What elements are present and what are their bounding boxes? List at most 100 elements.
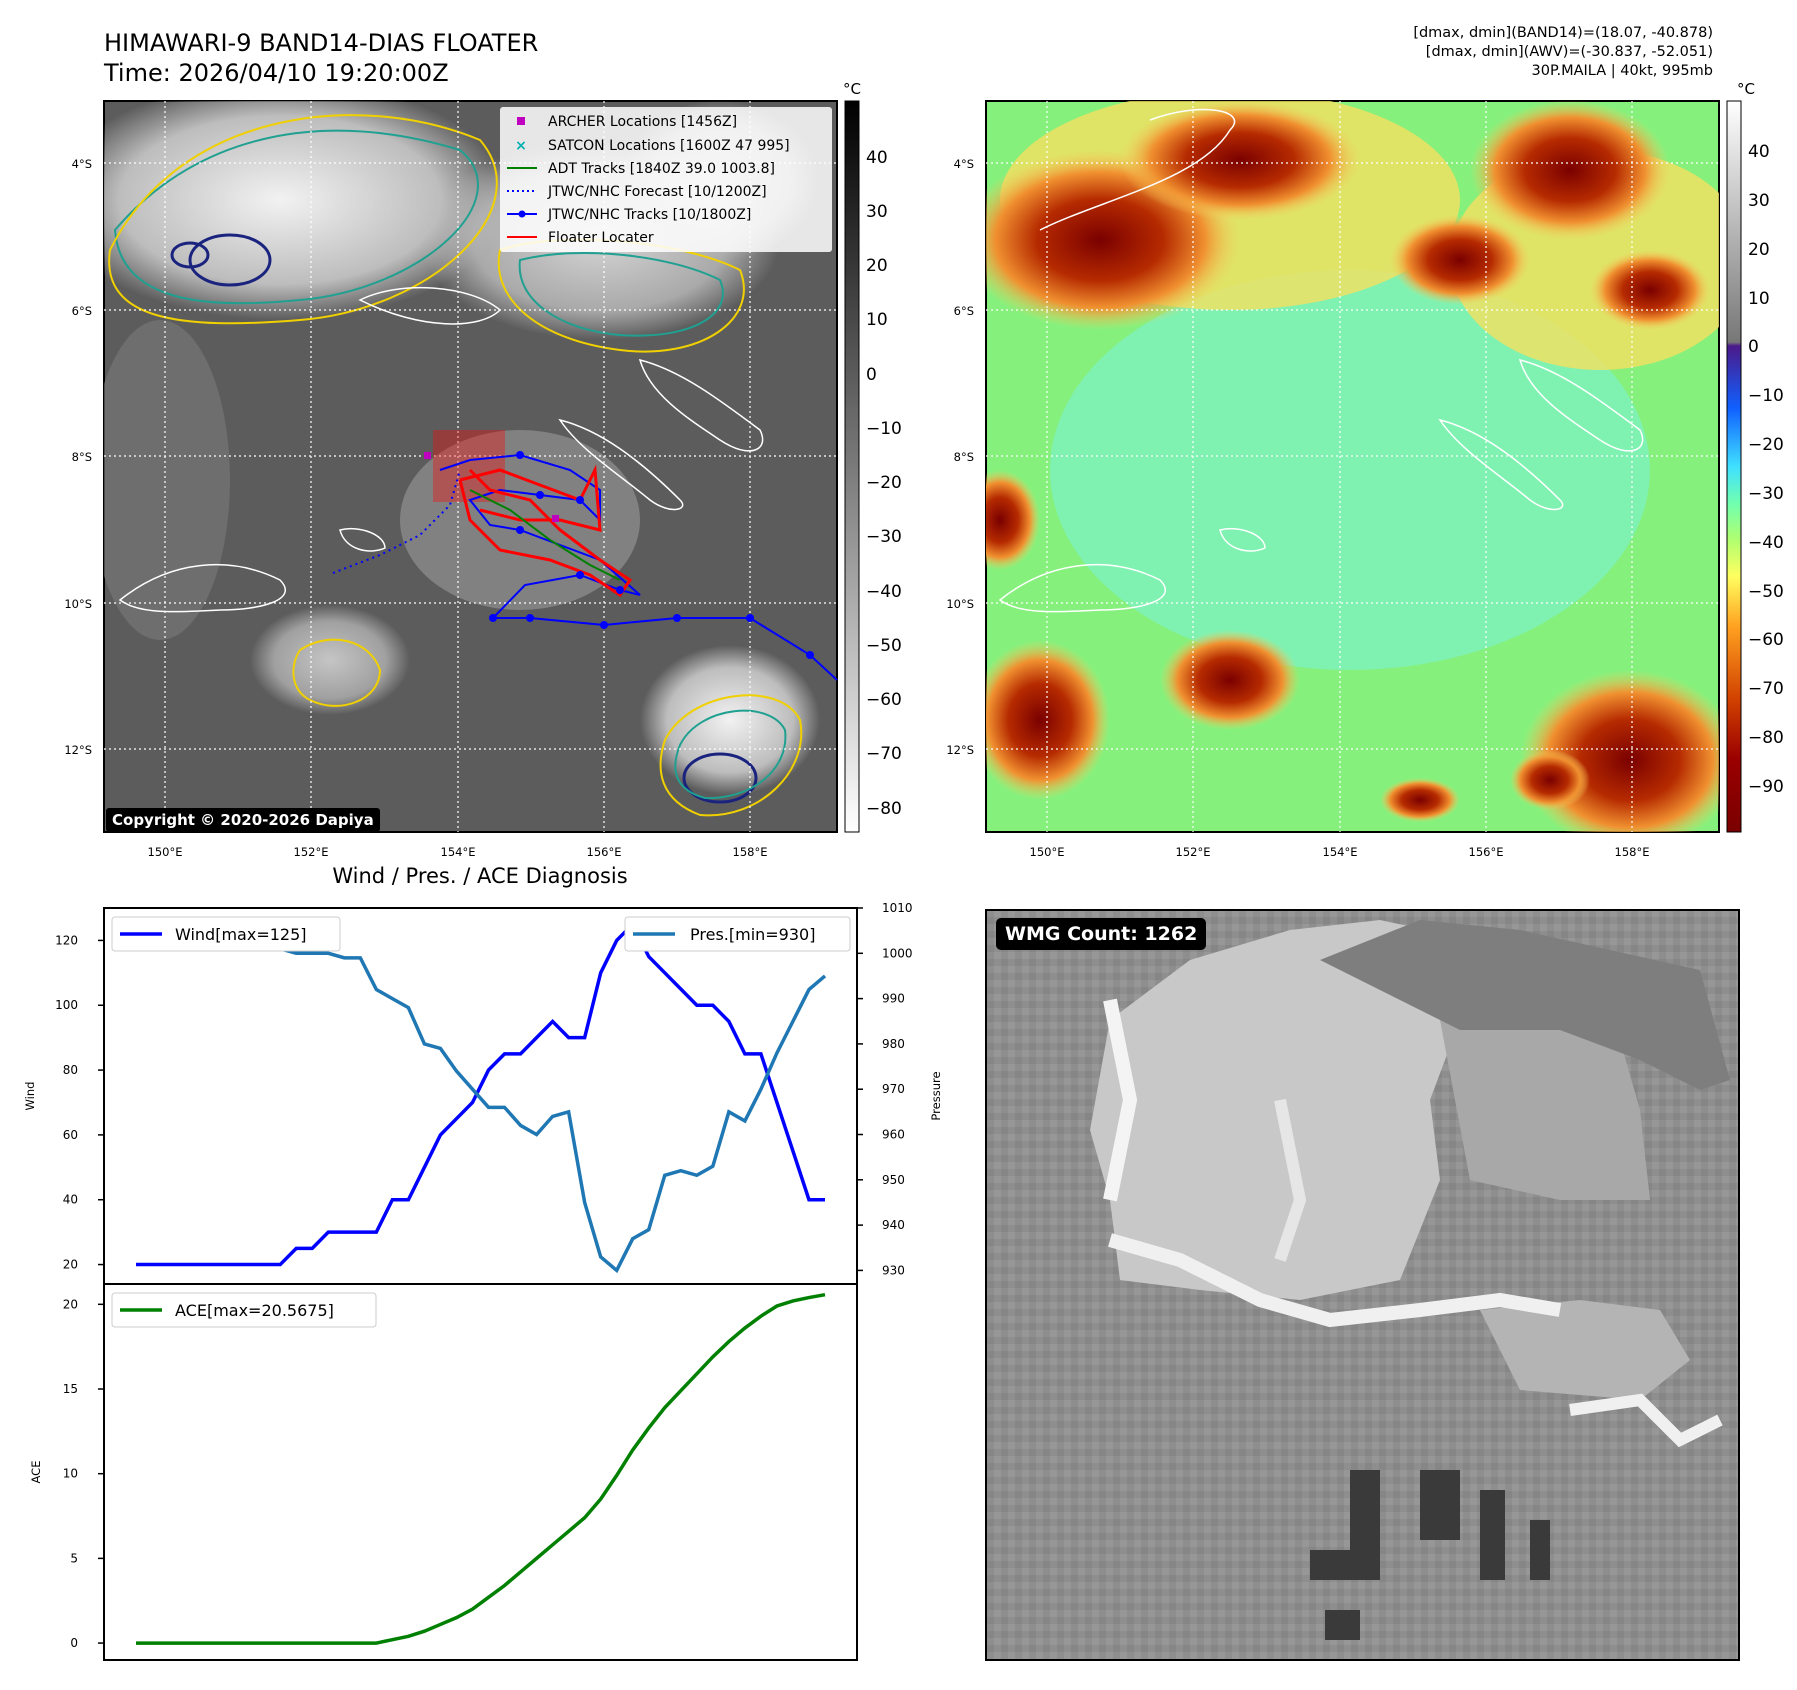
- enhanced-colorbar-ticks: 40 30 20 10 0 −10 −20 −30 −40 −50 −60 −7…: [1748, 142, 1784, 797]
- enh-cb-tick: 10: [1748, 289, 1770, 309]
- ir-cb-tick: −40: [866, 582, 902, 602]
- storm-info: 30P.MAILA | 40kt, 995mb: [1531, 63, 1713, 79]
- wmg-pattern: [1090, 920, 1730, 1640]
- ace-tick-label: 0: [70, 1636, 78, 1650]
- lon-tick-156e: 156°E: [587, 845, 622, 859]
- pressure-legend-box: [624, 916, 851, 952]
- pressure-tick-label: 970: [882, 1082, 905, 1096]
- wind-series-line: [136, 921, 825, 1267]
- stats-block: [dmax, dmin](BAND14)=(18.07, -40.878) [d…: [1413, 24, 1713, 81]
- ir-cb-tick: 20: [866, 256, 888, 276]
- lon-tick-150e-right: 150°E: [1030, 845, 1065, 859]
- pressure-tick-label: 980: [882, 1037, 905, 1051]
- lat-tick-12s-right: 12°S: [946, 743, 974, 757]
- wind-tick-label: 100: [55, 998, 78, 1012]
- adt-track: [469, 489, 621, 581]
- enh-cb-tick: 0: [1748, 337, 1759, 357]
- enh-cb-tick: 20: [1748, 240, 1770, 260]
- lat-tick-4s: 4°S: [72, 157, 92, 171]
- ir-cb-tick: −50: [866, 636, 902, 656]
- ace-tick-label: 20: [63, 1297, 78, 1311]
- lon-tick-158e: 158°E: [733, 845, 768, 859]
- ir-colorbar-gradient: [844, 100, 860, 833]
- pressure-tick-label: 960: [882, 1128, 905, 1142]
- ace-tick-label: 5: [70, 1551, 78, 1565]
- ace-legend-box: [111, 1292, 377, 1328]
- enhanced-map-gridlines: [986, 101, 1719, 832]
- lat-tick-8s: 8°S: [72, 450, 92, 464]
- enh-cb-tick: −60: [1748, 630, 1784, 650]
- lon-tick-150e: 150°E: [148, 845, 183, 859]
- enhanced-colorbar-unit: °C: [1737, 80, 1755, 98]
- lat-tick-10s: 10°S: [64, 597, 92, 611]
- pressure-legend-label: Pres.[min=930]: [690, 925, 815, 944]
- time-label: Time: 2026/04/10 19:20:00Z: [104, 59, 449, 87]
- figure-title: HIMAWARI-9 BAND14-DIAS FLOATER Time: 202…: [104, 28, 538, 88]
- enh-cb-tick: −80: [1748, 728, 1784, 748]
- ir-cb-tick: −30: [866, 527, 902, 547]
- storm-tracks: [332, 430, 838, 681]
- lon-tick-152e: 152°E: [294, 845, 329, 859]
- lat-tick-8s-right: 8°S: [954, 450, 974, 464]
- pressure-tick-label: 990: [882, 992, 905, 1006]
- ir-cb-tick: −60: [866, 690, 902, 710]
- ir-cb-tick: −70: [866, 744, 902, 764]
- enh-cb-tick: −50: [1748, 582, 1784, 602]
- wind-ticks: 20 40 60 80 100 120: [55, 933, 104, 1272]
- lon-tick-152e-right: 152°E: [1176, 845, 1211, 859]
- enh-cb-tick: −70: [1748, 679, 1784, 699]
- ir-cb-tick: −20: [866, 473, 902, 493]
- pressure-axis-label: Pressure: [929, 1071, 943, 1120]
- legend-forecast: JTWC/NHC Forecast [10/1200Z]: [547, 184, 767, 200]
- ace-ticks: 0 5 10 15 20: [63, 1297, 104, 1650]
- lat-tick-6s-right: 6°S: [954, 304, 974, 318]
- ace-chart: 0 5 10 15 20 ACE ACE[max=20.5675]: [29, 1283, 858, 1661]
- ir-cb-tick: 0: [866, 365, 877, 385]
- ace-legend-label: ACE[max=20.5675]: [175, 1301, 334, 1320]
- ir-colorbar-unit: °C: [843, 80, 861, 98]
- ir-cb-tick: 30: [866, 202, 888, 222]
- satcon-marker-icon: ×: [515, 138, 527, 154]
- enh-cb-tick: −90: [1748, 777, 1784, 797]
- wind-tick-label: 120: [55, 933, 78, 947]
- wmg-count-badge: WMG Count: 1262: [996, 918, 1207, 950]
- ace-series-line: [136, 1292, 826, 1645]
- satellite-title: HIMAWARI-9 BAND14-DIAS FLOATER: [104, 29, 539, 57]
- ir-cb-tick: 10: [866, 310, 888, 330]
- enhanced-colorbar: °C 40 30 20 10 0 −10 −20 −30 −40 −50 −60…: [1726, 80, 1784, 833]
- floater-track-2: [459, 464, 602, 532]
- enh-cb-tick: −40: [1748, 533, 1784, 553]
- ace-axis-label: ACE: [29, 1461, 43, 1484]
- band14-stats: [dmax, dmin](BAND14)=(18.07, -40.878): [1413, 25, 1713, 41]
- tracks-dot-icon: [518, 210, 526, 218]
- ir-cb-tick: −10: [866, 419, 902, 439]
- enhanced-colorbar-gradient: [1726, 100, 1742, 833]
- legend-adt: ADT Tracks [1840Z 39.0 1003.8]: [548, 161, 775, 177]
- wind-tick-label: 80: [63, 1063, 78, 1077]
- ir-map-gridlines: [104, 101, 837, 832]
- lon-tick-154e-right: 154°E: [1323, 845, 1358, 859]
- lat-tick-12s: 12°S: [64, 743, 92, 757]
- lat-tick-4s-right: 4°S: [954, 157, 974, 171]
- awv-stats: [dmax, dmin](AWV)=(-30.837, -52.051): [1425, 44, 1713, 60]
- enh-cb-tick: −30: [1748, 484, 1784, 504]
- copyright-badge: Copyright © 2020-2026 Dapiya: [106, 808, 380, 832]
- ir-colorbar-ticks: 40 30 20 10 0 −10 −20 −30 −40 −50 −60 −7…: [866, 148, 902, 819]
- map-legend: ARCHER Locations [1456Z] × SATCON Locati…: [500, 107, 832, 252]
- wind-legend-label: Wind[max=125]: [175, 925, 307, 944]
- lon-tick-156e-right: 156°E: [1469, 845, 1504, 859]
- lon-tick-158e-right: 158°E: [1615, 845, 1650, 859]
- wind-axis-label: Wind: [23, 1082, 37, 1111]
- lat-tick-6s: 6°S: [72, 304, 92, 318]
- ir-colorbar: °C 40 30 20 10 0 −10 −20 −30 −40 −50 −60…: [843, 80, 902, 833]
- ace-tick-label: 15: [63, 1382, 78, 1396]
- pressure-ticks: 930 940 950 960 970 980 990 1000 1010: [857, 901, 913, 1277]
- wind-tick-label: 60: [63, 1128, 78, 1142]
- pressure-tick-label: 950: [882, 1173, 905, 1187]
- lat-tick-10s-right: 10°S: [946, 597, 974, 611]
- enh-cb-tick: −20: [1748, 435, 1784, 455]
- floater-track: [458, 468, 633, 598]
- pressure-tick-label: 940: [882, 1218, 905, 1232]
